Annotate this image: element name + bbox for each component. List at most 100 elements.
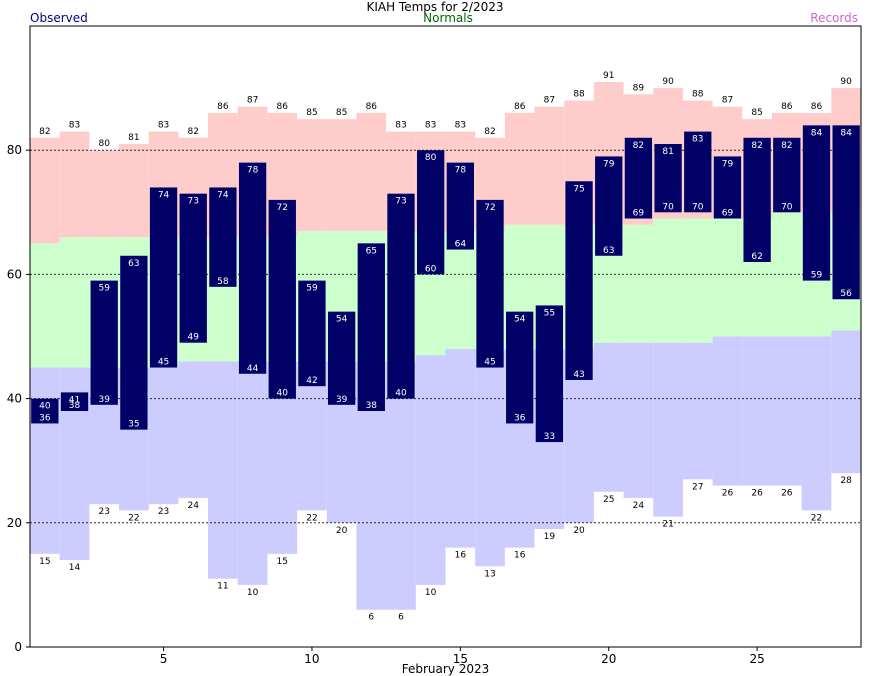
observed-low-label: 62 [751, 252, 762, 262]
record-high-label: 86 [277, 102, 289, 112]
record-high-label: 88 [692, 90, 704, 100]
record-low-label: 11 [217, 582, 228, 592]
observed-low-label: 40 [277, 389, 289, 399]
record-low-band [593, 342, 624, 492]
record-low-band [653, 342, 683, 517]
observed-bar [773, 137, 801, 213]
observed-low-label: 69 [633, 209, 645, 219]
record-high-label: 81 [128, 133, 139, 143]
observed-bar [31, 398, 59, 424]
record-high-label: 82 [484, 127, 495, 137]
observed-low-label: 45 [158, 358, 169, 368]
observed-low-label: 43 [573, 370, 584, 380]
observed-bar [565, 181, 593, 380]
record-low-band [148, 367, 179, 505]
observed-low-label: 60 [425, 264, 437, 274]
record-high-label: 85 [336, 108, 347, 118]
observed-high-label: 82 [751, 141, 762, 151]
observed-bar [268, 199, 296, 399]
record-high-label: 80 [98, 139, 110, 149]
observed-bar [684, 131, 712, 213]
record-high-label: 85 [306, 108, 317, 118]
observed-bar [743, 137, 771, 262]
record-low-label: 28 [840, 476, 852, 486]
record-low-band [208, 361, 238, 579]
record-low-band [30, 367, 60, 554]
observed-high-label: 79 [722, 159, 734, 169]
record-low-label: 20 [336, 526, 348, 536]
record-high-band [504, 112, 535, 225]
observed-bar [595, 156, 623, 256]
legend-normals: Normals [423, 11, 473, 25]
observed-bar [298, 280, 326, 387]
normal-band [653, 218, 683, 343]
record-low-band [831, 330, 861, 474]
record-high-band [59, 131, 90, 238]
observed-low-label: 40 [395, 389, 407, 399]
observed-high-label: 78 [247, 166, 259, 176]
normal-band [30, 243, 60, 368]
record-high-label: 86 [514, 102, 526, 112]
observed-high-label: 82 [781, 141, 792, 151]
observed-low-label: 59 [811, 271, 823, 281]
x-tick-label: 15 [453, 652, 468, 666]
record-low-label: 26 [751, 489, 763, 499]
observed-high-label: 73 [395, 197, 406, 207]
record-high-label: 87 [544, 96, 555, 106]
normal-band [712, 218, 743, 337]
y-tick-label: 60 [7, 267, 22, 281]
observed-bar [713, 156, 742, 219]
observed-low-label: 70 [781, 202, 793, 212]
observed-low-label: 64 [455, 240, 467, 250]
observed-bar [60, 392, 89, 412]
record-low-label: 16 [514, 551, 526, 561]
record-high-label: 82 [188, 127, 199, 137]
observed-high-label: 73 [188, 197, 199, 207]
observed-low-label: 33 [544, 432, 555, 442]
observed-high-label: 72 [277, 203, 288, 213]
record-high-label: 91 [603, 71, 614, 81]
observed-bar [535, 305, 564, 443]
observed-high-label: 41 [69, 395, 80, 405]
record-high-label: 90 [662, 77, 674, 87]
observed-high-label: 63 [128, 259, 139, 269]
observed-low-label: 44 [247, 364, 259, 374]
record-high-label: 87 [722, 96, 733, 106]
record-low-label: 23 [158, 507, 169, 517]
normal-band [682, 218, 713, 343]
record-low-label: 25 [603, 495, 614, 505]
observed-bar [832, 125, 860, 300]
record-low-band [771, 336, 802, 486]
observed-high-label: 79 [603, 159, 615, 169]
record-high-band [356, 112, 387, 231]
observed-low-label: 36 [39, 413, 51, 423]
observed-low-label: 35 [128, 420, 139, 430]
record-high-label: 83 [158, 121, 169, 131]
observed-low-label: 42 [306, 376, 317, 386]
record-high-band [30, 137, 60, 244]
record-low-label: 26 [781, 489, 793, 499]
observed-bar [357, 243, 385, 412]
observed-high-label: 75 [573, 184, 584, 194]
record-low-band [237, 361, 268, 585]
observed-bar [417, 150, 445, 275]
observed-high-label: 55 [544, 308, 555, 318]
record-high-label: 87 [247, 96, 258, 106]
record-low-label: 20 [573, 526, 585, 536]
x-axis-label: February 2023 [402, 662, 490, 676]
observed-high-label: 83 [692, 135, 703, 145]
record-low-label: 26 [722, 489, 734, 499]
observed-high-label: 72 [484, 203, 495, 213]
record-high-label: 89 [633, 83, 645, 93]
record-low-label: 22 [811, 513, 822, 523]
record-low-label: 13 [484, 569, 495, 579]
observed-high-label: 80 [425, 153, 437, 163]
record-high-label: 86 [781, 102, 793, 112]
record-high-label: 83 [425, 121, 436, 131]
record-low-label: 23 [98, 507, 109, 517]
observed-bar [90, 280, 118, 405]
record-low-label: 6 [398, 613, 404, 623]
observed-high-label: 74 [217, 190, 229, 200]
record-low-label: 19 [544, 532, 556, 542]
